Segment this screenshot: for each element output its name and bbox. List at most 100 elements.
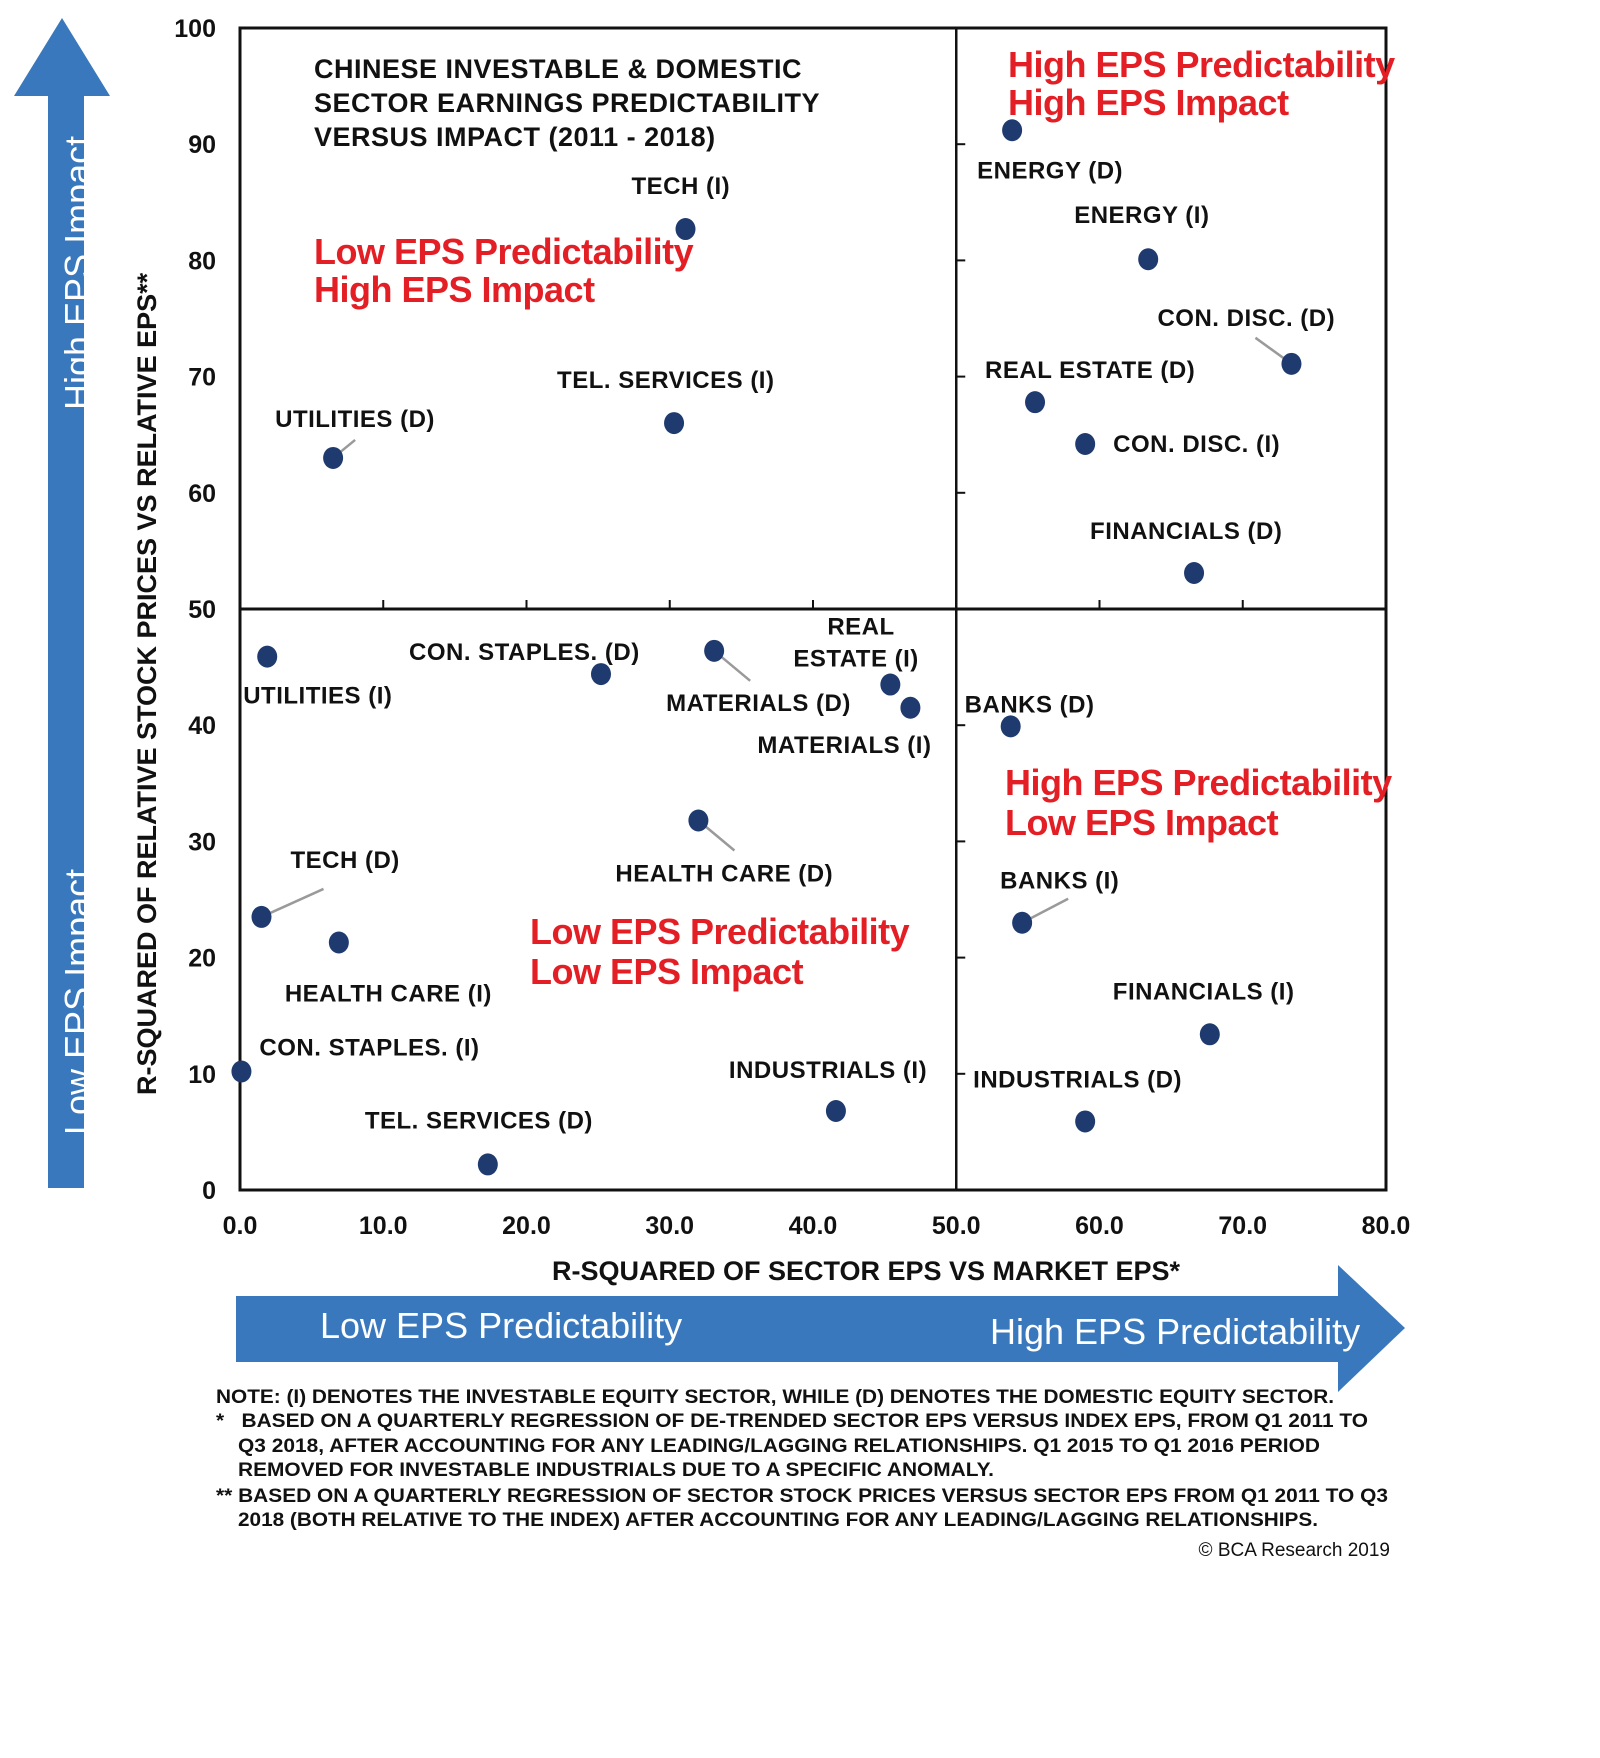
data-point: [323, 446, 344, 469]
data-points: [231, 119, 1302, 1176]
y-tick-label: 30: [188, 828, 216, 856]
point-label: CON. STAPLES. (D): [409, 639, 640, 666]
point-label: FINANCIALS (D): [1090, 518, 1282, 545]
vertical-arrow-top-text: High EPS Impact: [57, 136, 98, 410]
data-point: [328, 931, 349, 954]
point-label: ESTATE (I): [793, 646, 918, 673]
point-label: BANKS (D): [965, 691, 1095, 718]
x-tick-label: 0.0: [223, 1212, 258, 1240]
point-label: TECH (D): [290, 847, 399, 874]
point-label: FINANCIALS (I): [1113, 978, 1295, 1005]
data-point: [1025, 391, 1046, 414]
leader-line: [260, 887, 325, 919]
vertical-arrow-bottom-text: Low EPS Impact: [57, 869, 98, 1135]
chart-title-line-3: VERSUS IMPACT (2011 - 2018): [314, 122, 716, 152]
x-tick-label: 50.0: [932, 1212, 981, 1240]
data-point: [1012, 911, 1033, 934]
data-point: [675, 218, 696, 241]
point-label: REAL ESTATE (D): [985, 357, 1195, 384]
point-label: INDUSTRIALS (I): [729, 1057, 927, 1084]
data-point: [231, 1060, 252, 1083]
point-label: INDUSTRIALS (D): [973, 1066, 1182, 1093]
horizontal-arrow-left-text: Low EPS Predictability: [320, 1305, 682, 1346]
footnotes: NOTE: (I) DENOTES THE INVESTABLE EQUITY …: [216, 1387, 1388, 1531]
data-point: [257, 645, 278, 668]
x-axis-ticks: 0.0 10.0 20.0 30.0 40.0 50.0 60.0 70.0 80.0: [223, 600, 1411, 1240]
x-tick-label: 60.0: [1075, 1212, 1124, 1240]
data-point: [825, 1099, 846, 1122]
horizontal-predictability-arrow: Low EPS Predictability High EPS Predicta…: [236, 1265, 1405, 1392]
point-label: MATERIALS (I): [757, 732, 931, 759]
chart-title-line-2: SECTOR EARNINGS PREDICTABILITY: [314, 88, 820, 118]
data-point: [704, 639, 725, 662]
horizontal-arrow-shape: [236, 1265, 1405, 1392]
vertical-impact-arrow: High EPS Impact Low EPS Impact: [14, 18, 110, 1188]
point-label: REAL: [827, 614, 894, 641]
quadrant-bottom-right-line-2: Low EPS Impact: [1005, 802, 1279, 843]
y-tick-label: 50: [188, 596, 216, 624]
point-label: UTILITIES (D): [275, 406, 435, 433]
point-label: CON. DISC. (D): [1157, 305, 1335, 332]
y-tick-label: 100: [174, 15, 216, 43]
note-line-4: REMOVED FOR INVESTABLE INDUSTRIALS DUE T…: [238, 1460, 994, 1481]
data-point: [880, 673, 901, 696]
data-point: [251, 905, 272, 928]
point-label: ENERGY (I): [1074, 202, 1209, 229]
quadrant-top-right-line-1: High EPS Predictability: [1008, 44, 1395, 85]
point-label: CON. DISC. (I): [1113, 431, 1280, 458]
quadrant-top-left-line-2: High EPS Impact: [314, 269, 595, 310]
x-tick-label: 10.0: [359, 1212, 408, 1240]
note-line-1: NOTE: (I) DENOTES THE INVESTABLE EQUITY …: [216, 1387, 1334, 1408]
x-tick-label: 20.0: [502, 1212, 551, 1240]
note-line-5: ** BASED ON A QUARTERLY REGRESSION OF SE…: [216, 1486, 1388, 1507]
horizontal-arrow-right-text: High EPS Predictability: [990, 1311, 1360, 1352]
y-tick-label: 90: [188, 131, 216, 159]
copyright: © BCA Research 2019: [1199, 1540, 1390, 1561]
data-point: [477, 1153, 498, 1176]
chart-title-line-1: CHINESE INVESTABLE & DOMESTIC: [314, 54, 802, 84]
data-point: [1199, 1023, 1220, 1046]
note-line-2: * BASED ON A QUARTERLY REGRESSION OF DE-…: [216, 1411, 1368, 1432]
data-point: [1002, 119, 1023, 142]
data-point: [590, 663, 611, 686]
x-tick-label: 80.0: [1362, 1212, 1411, 1240]
data-point: [1184, 561, 1205, 584]
x-axis-title: R-SQUARED OF SECTOR EPS VS MARKET EPS*: [552, 1256, 1181, 1286]
data-point: [1075, 1110, 1096, 1133]
y-tick-label: 70: [188, 364, 216, 392]
point-label: BANKS (I): [1000, 868, 1119, 895]
quadrant-labels: Low EPS Predictability High EPS Impact H…: [314, 44, 1396, 992]
data-point: [1000, 715, 1021, 738]
quadrant-bottom-left-line-1: Low EPS Predictability: [530, 911, 910, 952]
data-point: [688, 809, 709, 832]
chart-title: CHINESE INVESTABLE & DOMESTIC SECTOR EAR…: [314, 54, 820, 152]
y-tick-label: 60: [188, 480, 216, 508]
data-point: [1075, 432, 1096, 455]
data-point: [1281, 352, 1302, 375]
data-point: [900, 696, 921, 719]
point-label: MATERIALS (D): [666, 690, 851, 717]
quadrant-top-right-line-2: High EPS Impact: [1008, 82, 1289, 123]
y-tick-label: 40: [188, 712, 216, 740]
data-point: [1138, 248, 1159, 271]
point-label: TEL. SERVICES (D): [365, 1107, 593, 1134]
y-tick-label: 0: [202, 1177, 216, 1205]
y-axis-ticks: 0 10 20 30 40 50 60 70 80 90 100: [174, 15, 966, 1205]
quadrant-bottom-left-line-2: Low EPS Impact: [530, 951, 804, 992]
point-labels: ENERGY (D) ENERGY (I) CON. DISC. (D) REAL E…: [243, 157, 1335, 1134]
vertical-arrow-shape: [14, 18, 110, 1188]
point-label: HEALTH CARE (I): [285, 980, 492, 1007]
point-label: TEL. SERVICES (I): [557, 367, 774, 394]
x-tick-label: 70.0: [1218, 1212, 1267, 1240]
point-label: UTILITIES (I): [243, 683, 392, 710]
y-tick-label: 20: [188, 945, 216, 973]
point-label: CON. STAPLES. (I): [259, 1034, 479, 1061]
quadrant-bottom-right-line-1: High EPS Predictability: [1005, 762, 1392, 803]
y-tick-label: 10: [188, 1061, 216, 1089]
point-label: TECH (I): [632, 173, 731, 200]
note-line-6: 2018 (BOTH RELATIVE TO THE INDEX) AFTER …: [238, 1510, 1318, 1531]
x-tick-label: 40.0: [789, 1212, 838, 1240]
data-point: [664, 412, 685, 435]
point-label: ENERGY (D): [977, 157, 1123, 184]
